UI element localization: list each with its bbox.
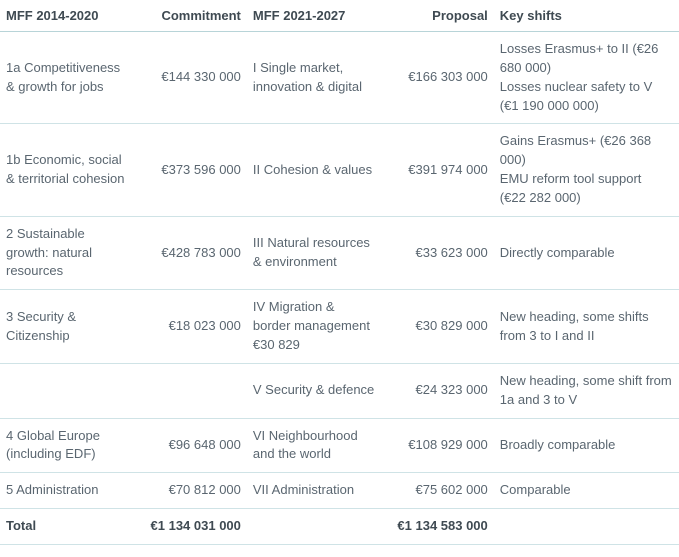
- cell: €24 323 000: [381, 363, 494, 418]
- cell: II Cohesion & values: [247, 124, 381, 216]
- cell: V Security & defence: [247, 363, 381, 418]
- table-body: 1a Competitiveness & growth for jobs€144…: [0, 32, 679, 509]
- cell: €70 812 000: [134, 473, 247, 509]
- cell: [0, 363, 134, 418]
- cell: €33 623 000: [381, 216, 494, 290]
- cell: 1b Economic, social & territorial cohesi…: [0, 124, 134, 216]
- table-row: 1a Competitiveness & growth for jobs€144…: [0, 32, 679, 124]
- cell: €96 648 000: [134, 418, 247, 473]
- table-total-row: Total €1 134 031 000 €1 134 583 000: [0, 509, 679, 545]
- col-header: MFF 2021-2027: [247, 0, 381, 32]
- col-header: MFF 2014-2020: [0, 0, 134, 32]
- table-row: 5 Administration€70 812 000VII Administr…: [0, 473, 679, 509]
- cell: €75 602 000: [381, 473, 494, 509]
- total-c3: [247, 509, 381, 545]
- cell: IV Migration & border management €30 829: [247, 290, 381, 364]
- table-header-row: MFF 2014-2020 Commitment MFF 2021-2027 P…: [0, 0, 679, 32]
- col-header: Commitment: [134, 0, 247, 32]
- cell: 2 Sustainable growth: natural resources: [0, 216, 134, 290]
- cell: 1a Competitiveness & growth for jobs: [0, 32, 134, 124]
- cell: III Natural resources & environment: [247, 216, 381, 290]
- cell: €30 829 000: [381, 290, 494, 364]
- cell: 4 Global Europe (including EDF): [0, 418, 134, 473]
- col-header: Key shifts: [494, 0, 679, 32]
- table-row: 4 Global Europe (including EDF)€96 648 0…: [0, 418, 679, 473]
- cell: Losses Erasmus+ to II (€26 680 000) Loss…: [494, 32, 679, 124]
- table-row: 1b Economic, social & territorial cohesi…: [0, 124, 679, 216]
- cell: Directly comparable: [494, 216, 679, 290]
- cell: €373 596 000: [134, 124, 247, 216]
- cell: €166 303 000: [381, 32, 494, 124]
- total-proposal: €1 134 583 000: [381, 509, 494, 545]
- cell: Gains Erasmus+ (€26 368 000) EMU reform …: [494, 124, 679, 216]
- total-commitment: €1 134 031 000: [134, 509, 247, 545]
- cell: €391 974 000: [381, 124, 494, 216]
- col-header: Proposal: [381, 0, 494, 32]
- mff-comparison-table: MFF 2014-2020 Commitment MFF 2021-2027 P…: [0, 0, 679, 545]
- cell: New heading, some shift from 1a and 3 to…: [494, 363, 679, 418]
- cell: €428 783 000: [134, 216, 247, 290]
- cell: VI Neighbourhood and the world: [247, 418, 381, 473]
- cell: €18 023 000: [134, 290, 247, 364]
- cell: [134, 363, 247, 418]
- total-c5: [494, 509, 679, 545]
- cell: VII Administration: [247, 473, 381, 509]
- cell: €144 330 000: [134, 32, 247, 124]
- table-row: V Security & defence€24 323 000New headi…: [0, 363, 679, 418]
- total-label: Total: [0, 509, 134, 545]
- cell: I Single market, innovation & digital: [247, 32, 381, 124]
- cell: Comparable: [494, 473, 679, 509]
- table-row: 2 Sustainable growth: natural resources€…: [0, 216, 679, 290]
- table-row: 3 Security & Citizenship€18 023 000IV Mi…: [0, 290, 679, 364]
- cell: New heading, some shifts from 3 to I and…: [494, 290, 679, 364]
- cell: 3 Security & Citizenship: [0, 290, 134, 364]
- cell: €108 929 000: [381, 418, 494, 473]
- cell: Broadly comparable: [494, 418, 679, 473]
- cell: 5 Administration: [0, 473, 134, 509]
